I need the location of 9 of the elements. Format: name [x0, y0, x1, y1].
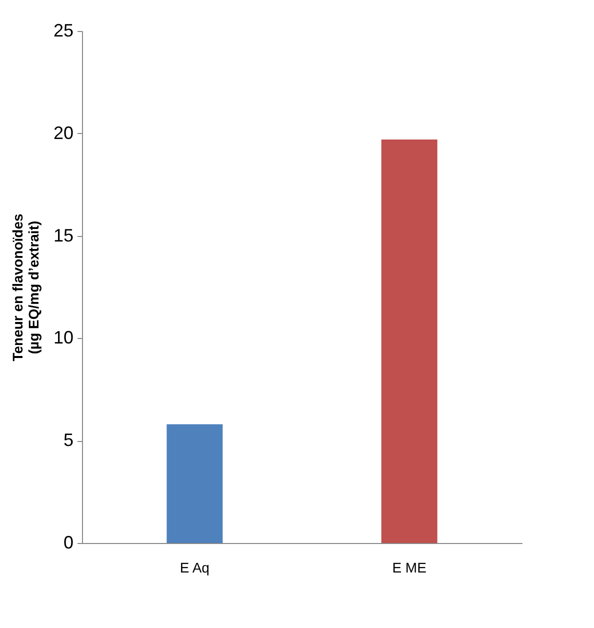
x-tick-label: E Aq: [180, 560, 210, 576]
y-tick-label: 25: [53, 20, 74, 40]
y-axis-title: Teneur en flavonoïdes (µg EQ/mg d’extrait): [9, 214, 42, 362]
x-tick-label: E ME: [392, 560, 426, 576]
y-tick-label: 0: [63, 532, 74, 552]
y-tick-label: 5: [63, 430, 74, 450]
y-tick-label: 20: [53, 122, 74, 143]
y-tick-label: 10: [53, 328, 74, 348]
y-tick-label: 15: [53, 225, 74, 246]
